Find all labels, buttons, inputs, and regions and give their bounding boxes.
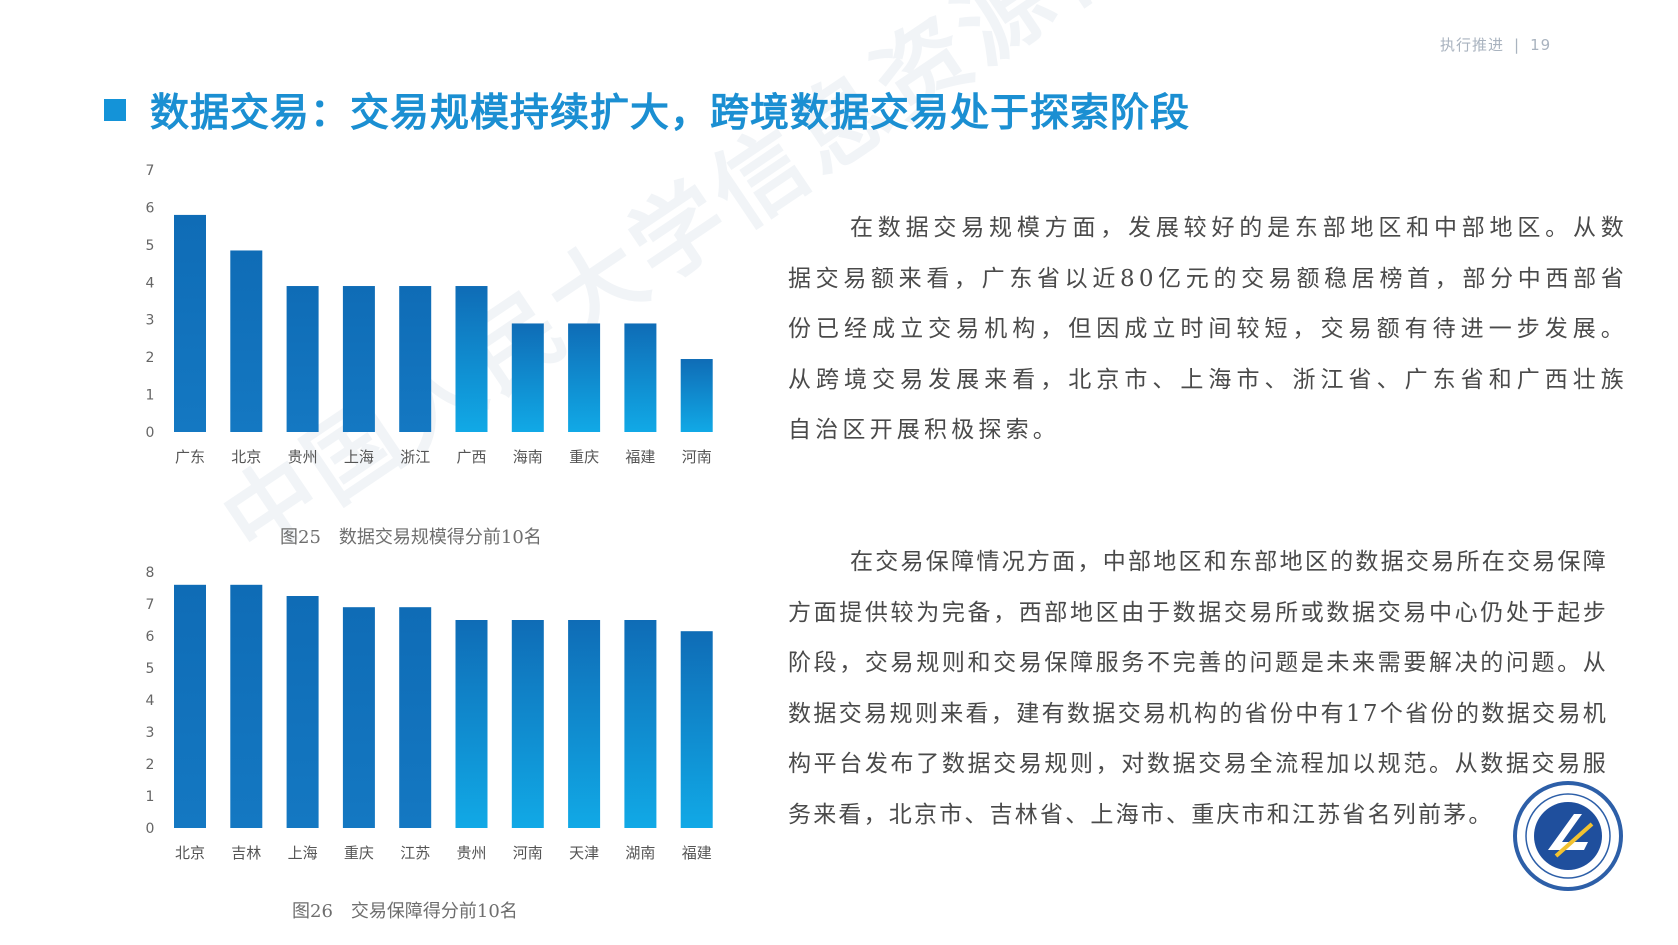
y-tick-label: 4	[146, 693, 155, 709]
page-number: 19	[1530, 36, 1552, 54]
x-tick-label: 吉林	[231, 844, 261, 862]
x-tick-label: 上海	[344, 448, 374, 466]
bar-福建	[680, 631, 713, 828]
trade-scale-chart: 0 1 2 3 4 5 6 7 广东 北京 贵州 上海 浙江 广西 海南 重庆 福建 河南	[146, 163, 713, 466]
bar-广东	[174, 214, 206, 432]
x-tick-label: 重庆	[344, 844, 374, 862]
bar-海南	[511, 323, 544, 432]
x-tick-label: 北京	[175, 844, 205, 862]
bar-福建	[624, 323, 657, 432]
bar-北京	[230, 250, 263, 432]
bar-广西	[455, 286, 488, 432]
y-tick-label: 6	[146, 629, 155, 645]
x-tick-label: 江苏	[400, 844, 430, 862]
y-tick-label: 6	[146, 200, 155, 216]
header-separator: |	[1514, 36, 1521, 54]
y-tick-label: 3	[146, 725, 155, 741]
x-tick-label: 海南	[513, 448, 543, 466]
x-tick-label: 浙江	[400, 448, 430, 466]
y-tick-label: 5	[146, 661, 155, 677]
x-tick-label: 河南	[682, 448, 712, 466]
bar-河南	[680, 359, 713, 432]
y-tick-label: 2	[146, 757, 155, 773]
y-tick-label: 8	[146, 565, 155, 581]
chart1-caption: 图25 数据交易规模得分前10名	[280, 527, 542, 548]
bar-上海	[342, 286, 375, 432]
y-tick-label: 1	[146, 789, 155, 805]
bar-上海	[286, 596, 319, 828]
paragraph-trade-guarantee: 在交易保障情况方面，中部地区和东部地区的数据交易所在交易保障方面提供较为完备，西…	[788, 549, 1608, 828]
x-tick-label: 广西	[456, 448, 486, 466]
x-tick-label: 福建	[625, 448, 655, 466]
y-tick-label: 4	[146, 275, 155, 291]
page-title: 数据交易：交易规模持续扩大，跨境数据交易处于探索阶段	[150, 91, 1191, 136]
bar-贵州	[286, 286, 319, 432]
title-row: 数据交易：交易规模持续扩大，跨境数据交易处于探索阶段	[104, 82, 1190, 138]
y-tick-label: 0	[146, 821, 155, 837]
x-tick-label: 广东	[175, 448, 205, 466]
bar-浙江	[399, 286, 432, 432]
trade-guarantee-chart: 0 1 2 3 4 5 6 7 8 北京 吉林 上海 重庆 江苏 贵州 河南 天津 湖南 福建	[146, 565, 713, 862]
bar-天津	[568, 620, 601, 828]
bar-贵州	[455, 620, 488, 828]
x-tick-label: 湖南	[625, 844, 655, 862]
paragraph-trade-scale: 在数据交易规模方面，发展较好的是东部地区和中部地区。从数据交易额来看，广东省以近…	[788, 215, 1628, 443]
x-tick-label: 贵州	[288, 448, 318, 466]
x-tick-label: 上海	[288, 844, 318, 862]
y-tick-label: 7	[146, 597, 155, 613]
x-tick-label: 贵州	[456, 844, 486, 862]
y-tick-label: 5	[146, 238, 155, 254]
university-seal-icon	[1513, 781, 1623, 891]
y-tick-label: 7	[146, 163, 155, 179]
x-tick-label: 北京	[231, 448, 261, 466]
x-tick-label: 福建	[682, 844, 712, 862]
page-header-meta: 执行推进 | 19	[1440, 34, 1551, 55]
bar-重庆	[568, 323, 601, 432]
bar-江苏	[399, 607, 432, 828]
y-tick-label: 2	[146, 350, 155, 366]
bar-湖南	[624, 620, 657, 828]
section-label: 执行推进	[1440, 36, 1505, 54]
bar-河南	[511, 620, 544, 828]
x-tick-label: 重庆	[569, 448, 599, 466]
title-square-icon	[104, 99, 126, 121]
y-tick-label: 3	[146, 313, 155, 329]
x-tick-label: 河南	[513, 844, 543, 862]
y-tick-label: 0	[146, 425, 155, 441]
bar-北京	[174, 584, 206, 828]
chart2-caption: 图26 交易保障得分前10名	[292, 901, 518, 922]
y-tick-label: 1	[146, 388, 155, 404]
bar-吉林	[230, 584, 263, 828]
bar-重庆	[342, 607, 375, 828]
x-tick-label: 天津	[569, 844, 599, 862]
